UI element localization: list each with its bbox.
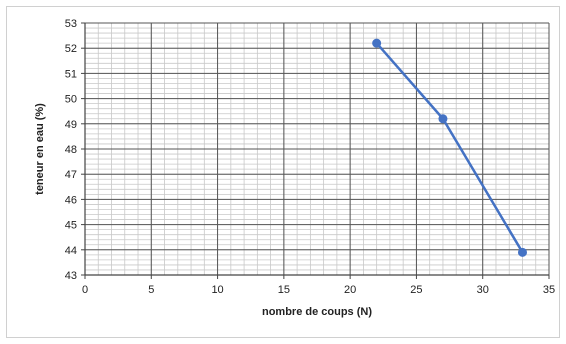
series bbox=[372, 38, 527, 257]
x-tick-label: 30 bbox=[477, 284, 489, 296]
chart-frame: 0 5 10 15 20 25 30 35 43 44 45 46 47 48 49 50 51 52 53 nom… bbox=[6, 6, 560, 338]
axes bbox=[81, 22, 550, 279]
x-tick-label: 25 bbox=[410, 284, 422, 296]
y-axis-title: teneur en eau (%) bbox=[34, 103, 46, 195]
moisture-vs-blows-chart: 0 5 10 15 20 25 30 35 43 44 45 46 47 48 49 50 51 52 53 nom… bbox=[34, 18, 555, 318]
y-tick-label: 52 bbox=[65, 43, 77, 55]
y-tick-label: 50 bbox=[65, 94, 77, 106]
series-line bbox=[375, 42, 524, 253]
y-tick-label: 49 bbox=[65, 119, 77, 131]
x-tick-label: 10 bbox=[211, 284, 223, 296]
grid bbox=[84, 22, 550, 276]
x-tick-label: 15 bbox=[278, 284, 290, 296]
x-axis-title: nombre de coups (N) bbox=[262, 306, 372, 318]
x-tick-label: 20 bbox=[344, 284, 356, 296]
y-tick-label: 47 bbox=[65, 169, 77, 181]
data-point bbox=[438, 114, 448, 124]
x-tick-label: 0 bbox=[82, 284, 88, 296]
y-tick-label: 48 bbox=[65, 144, 77, 156]
y-tick-label: 51 bbox=[65, 68, 77, 80]
y-tick-label: 44 bbox=[65, 245, 77, 257]
data-point bbox=[517, 247, 527, 257]
y-tick-label: 45 bbox=[65, 220, 77, 232]
data-point bbox=[372, 38, 382, 48]
y-tick-label: 53 bbox=[65, 18, 77, 30]
x-tick-label: 35 bbox=[543, 284, 555, 296]
x-tick-label: 5 bbox=[148, 284, 154, 296]
y-tick-label: 43 bbox=[65, 270, 77, 282]
y-tick-label: 46 bbox=[65, 194, 77, 206]
tick-labels: 0 5 10 15 20 25 30 35 43 44 45 46 47 48 49 50 51 52 53 bbox=[65, 18, 555, 296]
